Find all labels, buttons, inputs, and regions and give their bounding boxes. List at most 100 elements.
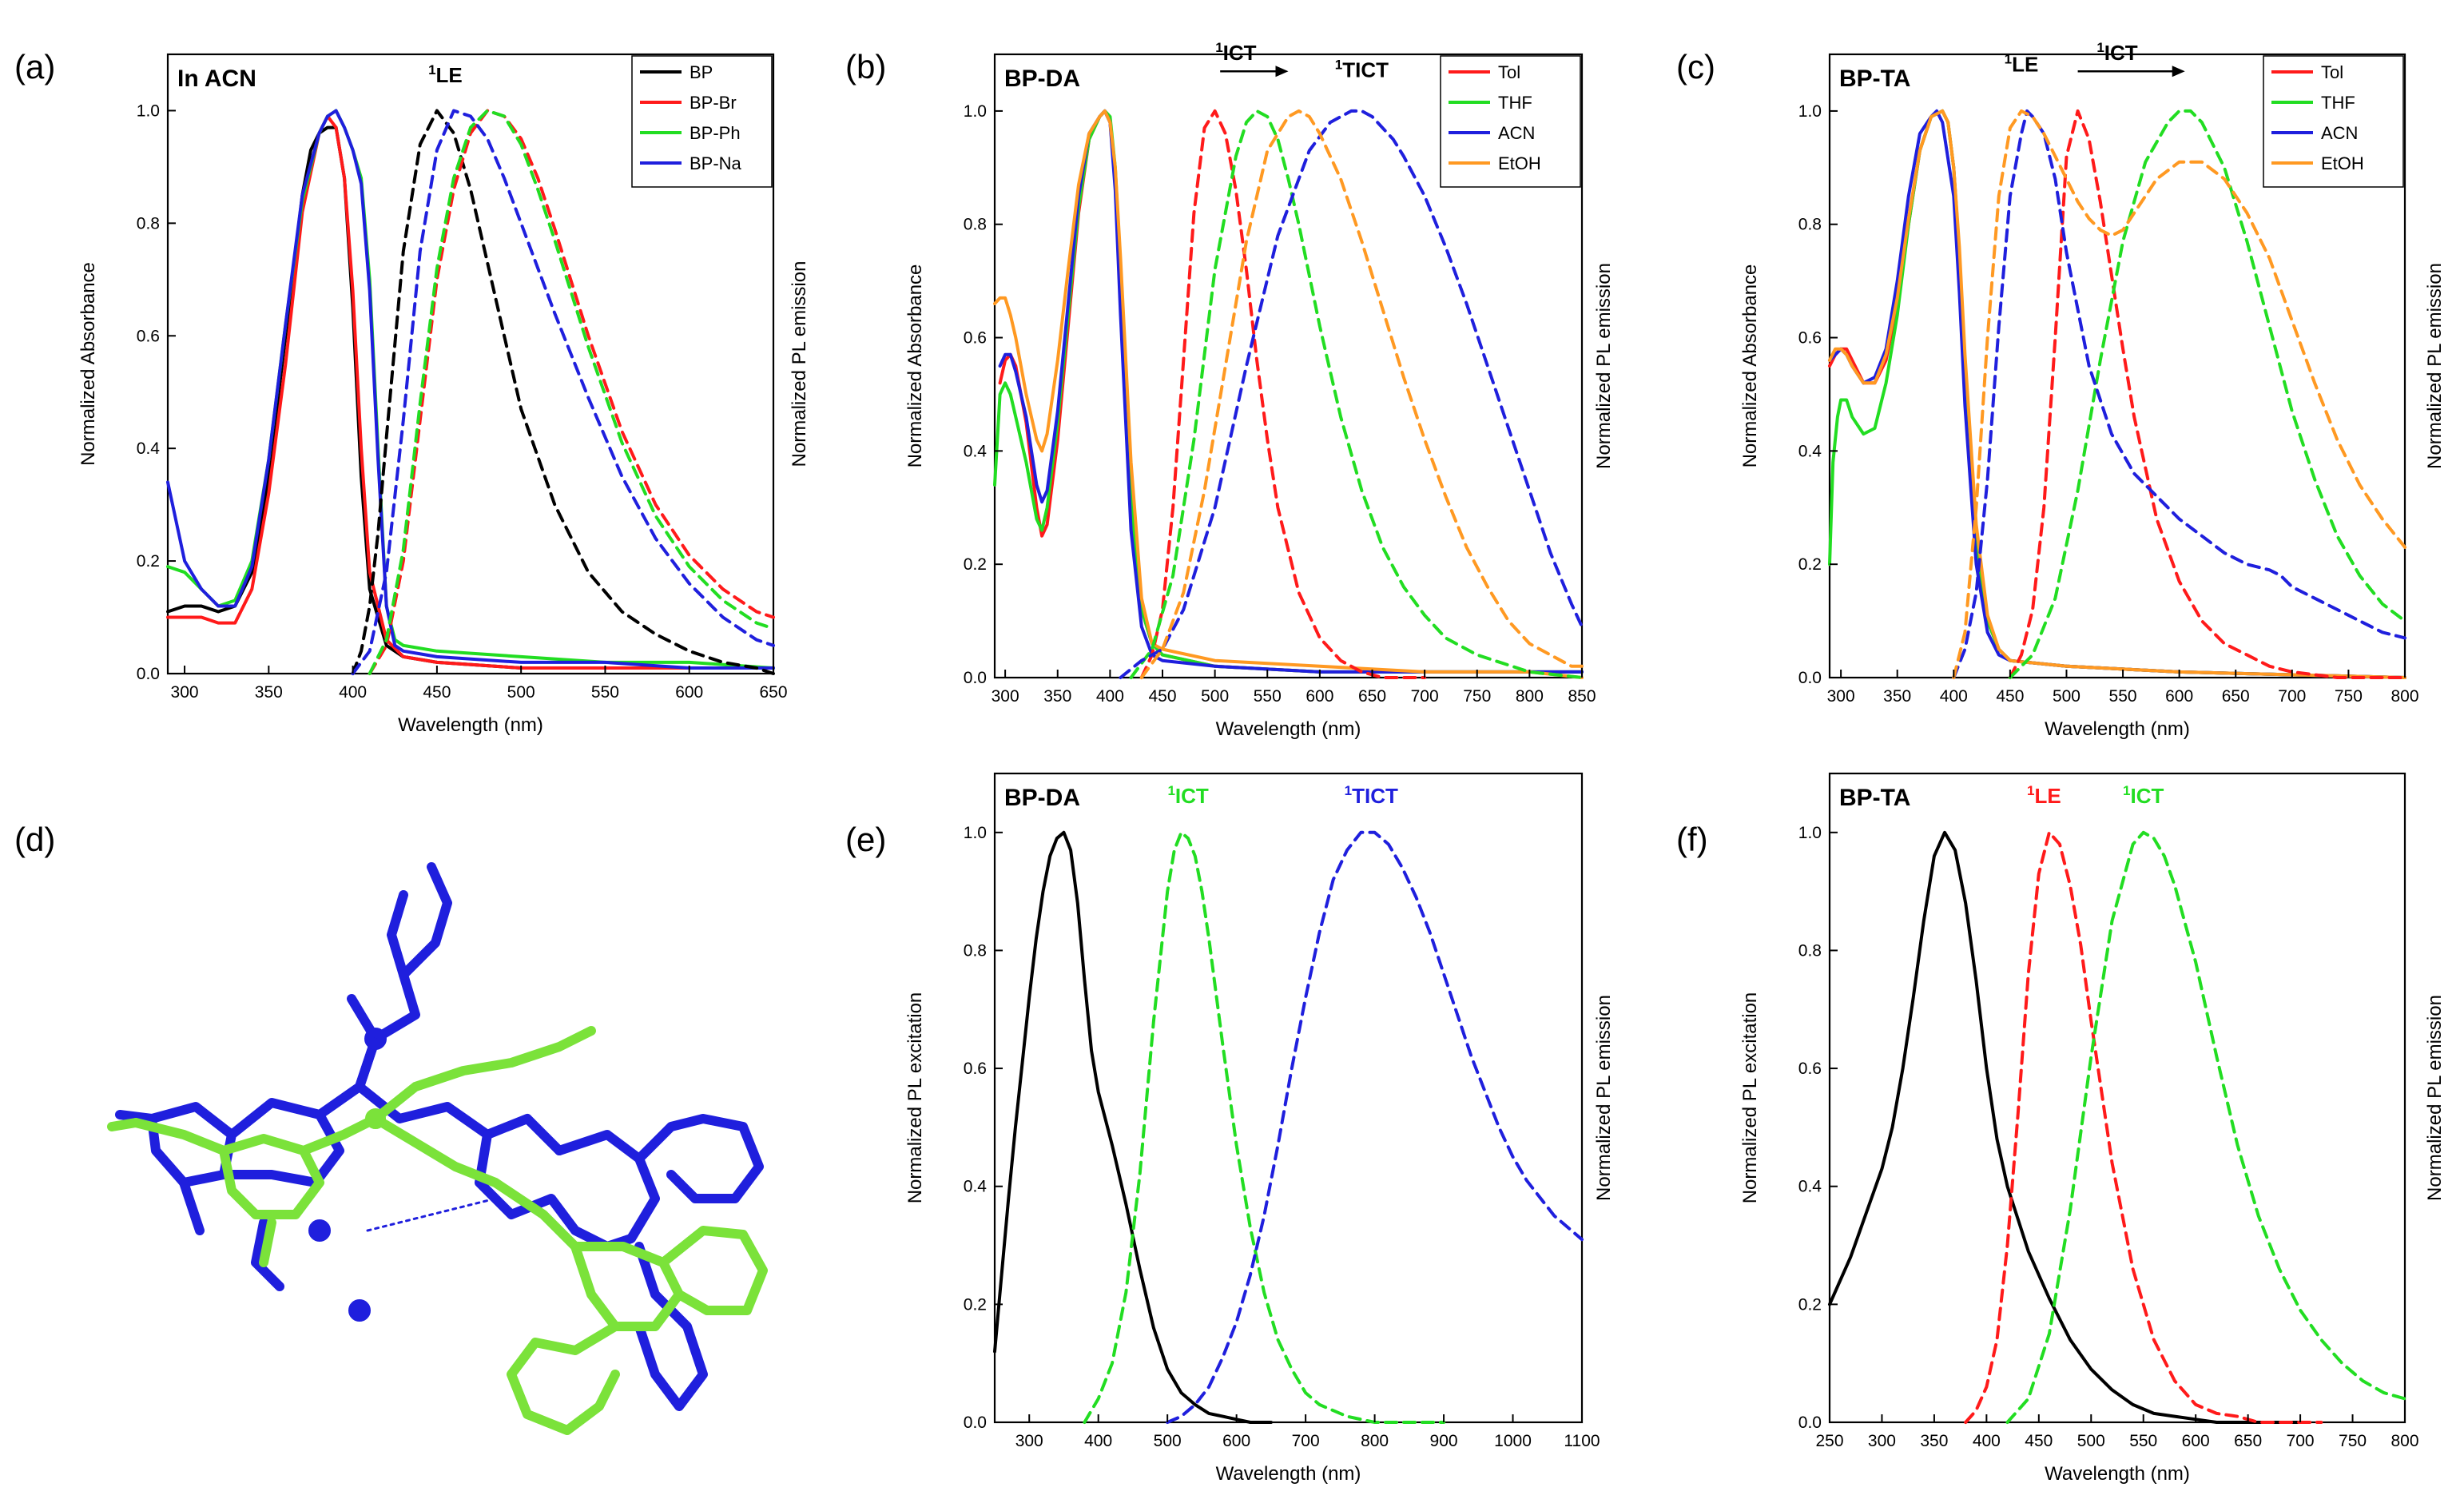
x-tick-label-a-7: 650 — [759, 683, 787, 702]
panel-letter-f: (f) — [1676, 821, 1708, 858]
legend-label-c-2: ACN — [2321, 123, 2358, 143]
molecule-green-conformer — [107, 1026, 768, 1435]
y-tick-label-a-2: 0.4 — [137, 439, 161, 458]
hydrogen-bond-dotted — [366, 1197, 497, 1232]
x-tick-label-b-7: 650 — [1358, 687, 1386, 706]
x-tick-label-e-4: 700 — [1292, 1432, 1320, 1450]
y-tick-label-f-2: 0.4 — [1798, 1178, 1822, 1196]
x-tick-label-c-8: 700 — [2278, 687, 2306, 706]
y-tick-label-f-1: 0.2 — [1798, 1295, 1822, 1314]
x-tick-label-f-9: 700 — [2287, 1432, 2315, 1450]
panel-f: 250 300 350 400 450 500 550 600 650 700 750 800 0.0 0… — [1676, 772, 2446, 1485]
y-tick-label-e-4: 0.8 — [964, 941, 987, 960]
annotation-text-e-0: ICT — [1175, 784, 1209, 808]
legend-box-b — [1440, 55, 1581, 188]
legend-label-a-2: BP-Ph — [690, 123, 741, 143]
annotation-b-0: 1ICT — [1215, 40, 1256, 65]
series-line-c-5 — [2008, 109, 2406, 679]
panel-a: 300 350 400 450 500 550 600 650 0.0 0.2 0.4 0.6 0.8 1… — [14, 48, 810, 736]
y-axis-title-e: Normalized PL excitation — [904, 992, 926, 1204]
y2-axis-title-a: Normalized PL emission — [789, 261, 810, 467]
x-tick-label-f-4: 450 — [2025, 1432, 2053, 1450]
legend-label-c-1: THF — [2321, 93, 2355, 113]
y2-axis-title-c: Normalized PL emission — [2424, 263, 2446, 469]
y2-axis-title-e: Normalized PL emission — [1593, 995, 1615, 1201]
x-tick-label-b-2: 400 — [1096, 687, 1124, 706]
x-tick-label-c-10: 800 — [2390, 687, 2418, 706]
y-tick-label-f-3: 0.6 — [1798, 1060, 1822, 1078]
y-tick-label-a-0: 0.0 — [137, 665, 160, 683]
x-tick-label-a-1: 350 — [255, 683, 283, 702]
y-tick-label-e-0: 0.0 — [964, 1414, 987, 1432]
plot-frame-b — [993, 53, 1584, 679]
y-tick-label-a-5: 1.0 — [137, 101, 160, 120]
annotation-a-0: 1LE — [428, 62, 463, 87]
series-line-f-2 — [2005, 830, 2406, 1424]
y-tick-label-c-0: 0.0 — [1798, 669, 1822, 687]
series-line-c-4 — [2008, 109, 2406, 679]
x-tick-label-f-6: 550 — [2129, 1432, 2157, 1450]
x-tick-label-a-3: 450 — [423, 683, 451, 702]
annotation-sup-e-0: 1 — [1167, 783, 1174, 798]
annotation-c-1: 1ICT — [2096, 40, 2137, 65]
x-tick-label-b-9: 750 — [1463, 687, 1491, 706]
x-tick-label-b-8: 700 — [1411, 687, 1439, 706]
y-axis-title-f: Normalized PL excitation — [1739, 992, 1761, 1204]
x-tick-label-a-6: 600 — [675, 683, 703, 702]
x-tick-label-e-1: 400 — [1084, 1432, 1112, 1450]
legend-label-a-3: BP-Na — [690, 153, 742, 173]
panel-title-e: BP-DA — [1004, 785, 1080, 811]
x-tick-label-e-7: 1000 — [1494, 1432, 1532, 1450]
panel-title-b: BP-DA — [1004, 66, 1080, 92]
y-tick-label-b-3: 0.6 — [964, 329, 987, 348]
annotation-text-f-0: LE — [2034, 784, 2061, 808]
legend-label-b-2: ACN — [1498, 123, 1535, 143]
y-tick-label-e-1: 0.2 — [964, 1295, 987, 1314]
x-axis-title-b: Wavelength (nm) — [1216, 718, 1361, 740]
x-tick-label-e-3: 600 — [1222, 1432, 1250, 1450]
x-tick-label-b-5: 550 — [1254, 687, 1282, 706]
y-tick-label-c-3: 0.6 — [1798, 329, 1822, 348]
y-tick-label-c-5: 1.0 — [1798, 102, 1822, 121]
series-line-f-0 — [1828, 830, 2303, 1424]
x-tick-label-f-8: 650 — [2234, 1432, 2262, 1450]
series-line-c-3 — [1828, 109, 2406, 679]
series-line-b-6 — [1119, 109, 1584, 679]
series-line-f-1 — [1964, 830, 2323, 1424]
y-tick-label-f-0: 0.0 — [1798, 1414, 1822, 1432]
y-tick-label-e-2: 0.4 — [964, 1178, 988, 1196]
x-tick-label-f-3: 400 — [1973, 1432, 2001, 1450]
plot-frame-f — [1828, 772, 2406, 1424]
annotation-sup-b-1: 1 — [1335, 57, 1342, 72]
x-tick-label-a-5: 550 — [591, 683, 619, 702]
x-tick-label-e-0: 300 — [1015, 1432, 1043, 1450]
y-tick-label-b-5: 1.0 — [964, 102, 987, 121]
x-tick-label-c-7: 650 — [2222, 687, 2250, 706]
series-line-a-7 — [351, 109, 775, 675]
series-line-b-7 — [1139, 109, 1584, 679]
legend-box-c — [2263, 55, 2404, 188]
x-axis-title-a: Wavelength (nm) — [398, 714, 543, 736]
panel-letter-e: (e) — [845, 821, 886, 858]
y-tick-label-a-1: 0.2 — [137, 552, 160, 571]
x-tick-label-c-2: 400 — [1940, 687, 1968, 706]
series-line-a-5 — [368, 109, 775, 675]
panel-title-c: BP-TA — [1839, 66, 1910, 92]
panel-e: 300 400 500 600 700 800 900 1000 1100 0.0 0.2 0.4 0.… — [845, 772, 1615, 1485]
x-tick-label-c-3: 450 — [1996, 687, 2024, 706]
panel-c: 300 350 400 450 500 550 600 650 700 750 800 0.0 0.2 0… — [1676, 40, 2446, 740]
annotation-sup-e-1: 1 — [1345, 783, 1352, 798]
x-tick-label-f-5: 500 — [2077, 1432, 2105, 1450]
legend-label-c-3: EtOH — [2321, 153, 2364, 173]
y-tick-label-e-5: 1.0 — [964, 824, 987, 842]
y-axis-title-b: Normalized Absorbance — [904, 264, 926, 468]
x-tick-label-c-0: 300 — [1827, 687, 1855, 706]
annotation-b-1: 1TICT — [1335, 57, 1389, 82]
x-tick-label-b-10: 800 — [1516, 687, 1544, 706]
panel-title-a: In ACN — [177, 66, 256, 92]
y-tick-label-c-2: 0.4 — [1798, 442, 1822, 460]
x-tick-label-f-1: 300 — [1868, 1432, 1896, 1450]
panel-letter-c: (c) — [1676, 48, 1715, 85]
x-tick-label-f-0: 250 — [1815, 1432, 1843, 1450]
